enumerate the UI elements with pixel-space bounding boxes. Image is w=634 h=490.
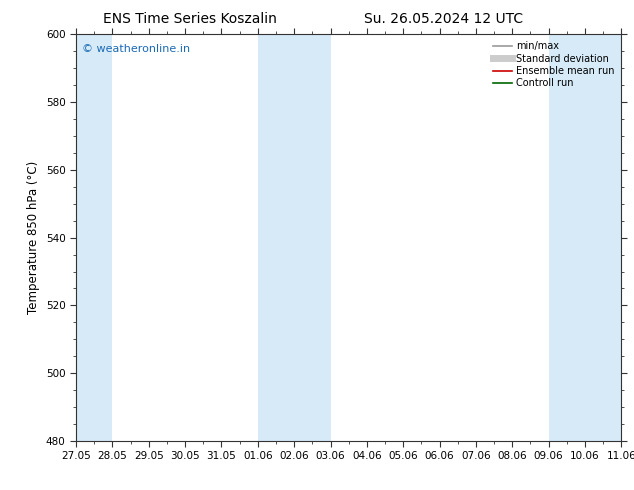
Bar <box>548 34 621 441</box>
Bar <box>258 34 330 441</box>
Bar <box>76 34 112 441</box>
Text: Su. 26.05.2024 12 UTC: Su. 26.05.2024 12 UTC <box>365 12 523 26</box>
Text: ENS Time Series Koszalin: ENS Time Series Koszalin <box>103 12 277 26</box>
Legend: min/max, Standard deviation, Ensemble mean run, Controll run: min/max, Standard deviation, Ensemble me… <box>491 39 616 90</box>
Y-axis label: Temperature 850 hPa (°C): Temperature 850 hPa (°C) <box>27 161 41 314</box>
Text: © weatheronline.in: © weatheronline.in <box>82 45 190 54</box>
